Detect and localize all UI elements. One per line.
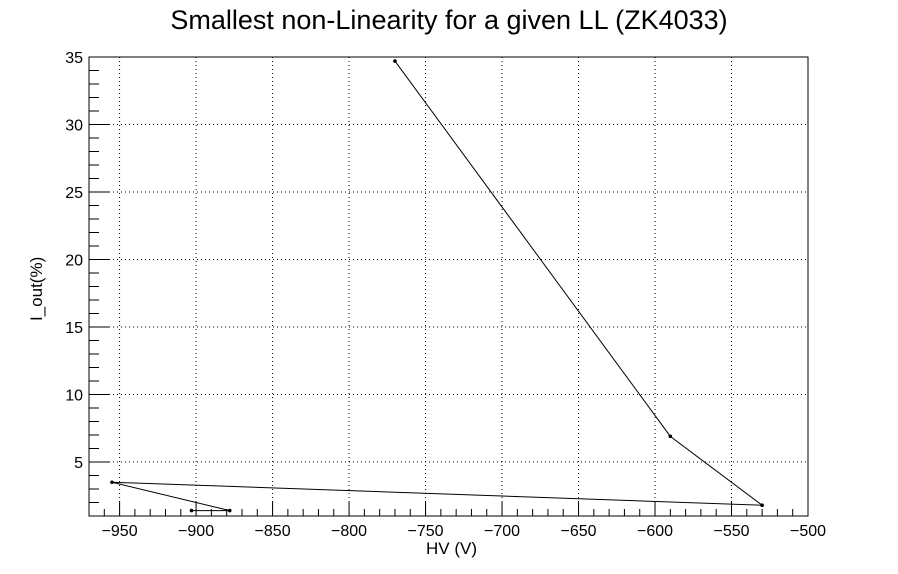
data-point [227, 508, 232, 513]
x-tick-label: −600 [637, 523, 673, 540]
x-tick-label: −900 [178, 523, 214, 540]
x-tick-label: −850 [255, 523, 291, 540]
y-tick-label: 25 [65, 185, 83, 202]
data-point [760, 503, 764, 508]
data-point [668, 434, 673, 439]
x-tick-label: −750 [408, 523, 444, 540]
y-axis-label: I_out(%) [27, 257, 46, 321]
series-line [111, 60, 764, 512]
data-point [189, 508, 194, 513]
x-tick-label: −550 [713, 523, 749, 540]
data-point [110, 480, 114, 485]
plot-frame [88, 56, 809, 517]
y-tick-label: 20 [65, 253, 83, 270]
x-tick-label: −700 [484, 523, 520, 540]
data-points [110, 59, 764, 513]
x-tick-label: −500 [790, 523, 826, 540]
x-tick-label: −950 [102, 523, 138, 540]
grid [89, 57, 808, 516]
x-tick-label: −650 [561, 523, 597, 540]
y-tick-label: 15 [65, 320, 83, 337]
chart-title: Smallest non-Linearity for a given LL (Z… [170, 5, 727, 35]
x-axis: −950 −900 −850 −800 −750 −700 −650 −600 −550 −500 [88, 502, 826, 540]
y-tick-label: 35 [65, 50, 83, 67]
y-tick-label: 5 [74, 455, 83, 472]
x-tick-label: −800 [331, 523, 367, 540]
y-axis: 5 10 15 20 25 30 35 [65, 50, 109, 517]
data-point [393, 59, 397, 63]
x-axis-label: HV (V) [426, 539, 477, 558]
y-tick-label: 30 [65, 118, 83, 135]
y-tick-label: 10 [65, 388, 83, 405]
